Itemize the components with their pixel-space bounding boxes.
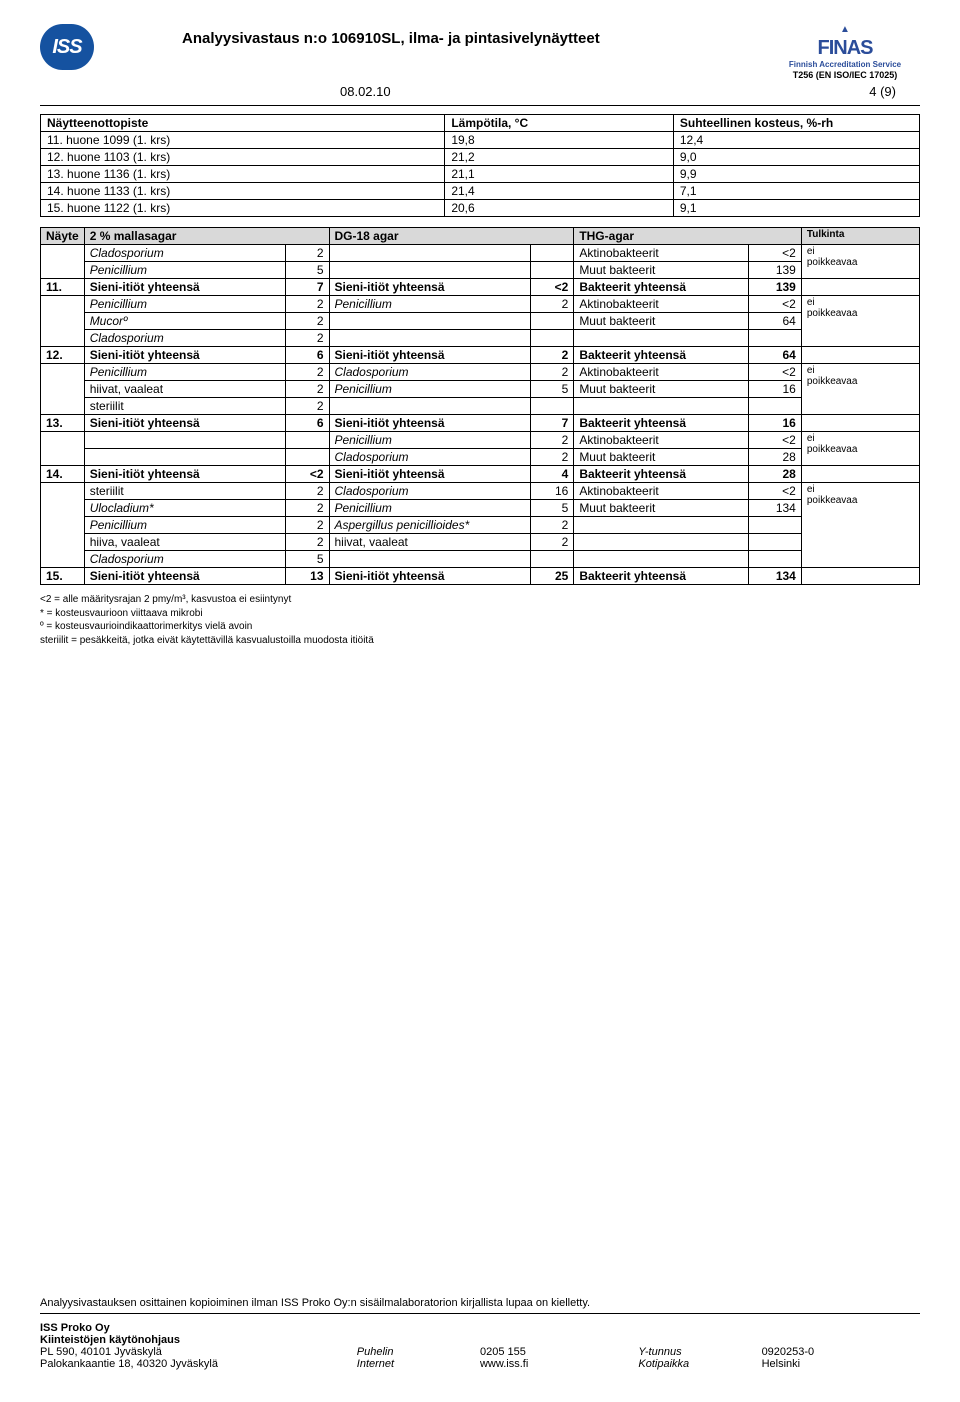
footer-internet-label: Internet: [357, 1358, 480, 1370]
conditions-row: 14. huone 1133 (1. krs)21,47,1: [41, 183, 920, 200]
note-line: steriilit = pesäkkeitä, jotka eivät käyt…: [40, 634, 920, 648]
note-line: * = kosteusvaurioon viittaava mikrobi: [40, 607, 920, 621]
footer-phone: 0205 155: [480, 1346, 638, 1358]
note-line: <2 = alle määritysrajan 2 pmy/m³, kasvus…: [40, 593, 920, 607]
col-site: Näytteenottopiste: [41, 115, 445, 132]
species-row: hiivat, vaaleat 2 Penicillium 5 Muut bak…: [41, 381, 920, 398]
species-total-row: 14. Sieni-itiöt yhteensä <2 Sieni-itiöt …: [41, 466, 920, 483]
conditions-row: 13. huone 1136 (1. krs)21,19,9: [41, 166, 920, 183]
footer-unit: Kiinteistöjen käytönohjaus: [40, 1334, 920, 1346]
finas-mark-icon: ▲: [770, 24, 920, 36]
footer-kotipaikka: Helsinki: [762, 1358, 920, 1370]
iss-logo: ISS: [40, 24, 94, 70]
footer-addr2: Palokankaantie 18, 40320 Jyväskylä: [40, 1358, 357, 1370]
header: ISS Analyysivastaus n:o 106910SL, ilma- …: [40, 24, 920, 80]
col-tulkinta: Tulkinta: [801, 228, 919, 245]
species-total-row: 13. Sieni-itiöt yhteensä 6 Sieni-itiöt y…: [41, 415, 920, 432]
species-row: Penicillium 2 Aspergillus penicillioides…: [41, 517, 920, 534]
footer-rule: [40, 1313, 920, 1314]
col-num: Näyte: [41, 228, 85, 245]
species-total-row: 11. Sieni-itiöt yhteensä 7 Sieni-itiöt y…: [41, 279, 920, 296]
col-dg18: DG-18 agar: [329, 228, 574, 245]
conditions-row: 12. huone 1103 (1. krs)21,29,0: [41, 149, 920, 166]
col-mallasagar: 2 % mallasagar: [84, 228, 329, 245]
finas-code: T256 (EN ISO/IEC 17025): [770, 70, 920, 81]
species-row: Cladosporium 2 Aktinobakteerit <2 ei poi…: [41, 245, 920, 262]
species-row: Mucorº 2 Muut bakteerit 64: [41, 313, 920, 330]
footer-phone-label: Puhelin: [357, 1346, 480, 1358]
col-temp: Lämpötila, °C: [445, 115, 674, 132]
finas-word: FINAS: [770, 36, 920, 60]
date-row: 08.02.10 4 (9): [40, 84, 920, 103]
conditions-row: 15. huone 1122 (1. krs)20,69,1: [41, 200, 920, 217]
footer-internet: www.iss.fi: [480, 1358, 638, 1370]
header-rule: [40, 105, 920, 106]
species-row: Cladosporium 5: [41, 551, 920, 568]
footer-addr1: PL 590, 40101 Jyväskylä: [40, 1346, 357, 1358]
species-row: Penicillium 2 Aktinobakteerit <2 ei poik…: [41, 432, 920, 449]
species-row: Ulocladium* 2 Penicillium 5 Muut bakteer…: [41, 500, 920, 517]
species-total-row: 15. Sieni-itiöt yhteensä 13 Sieni-itiöt …: [41, 568, 920, 585]
note-line: º = kosteusvaurioindikaattorimerkitys vi…: [40, 620, 920, 634]
page-title: Analyysivastaus n:o 106910SL, ilma- ja p…: [94, 24, 770, 47]
species-row: hiiva, vaaleat 2 hiivat, vaaleat 2: [41, 534, 920, 551]
species-row: steriilit 2: [41, 398, 920, 415]
footer: Analyysivastauksen osittainen kopioimine…: [40, 1297, 920, 1370]
conditions-table: Näytteenottopiste Lämpötila, °C Suhteell…: [40, 114, 920, 217]
footer-ytunnus-label: Y-tunnus: [638, 1346, 761, 1358]
report-date: 08.02.10: [340, 84, 391, 99]
species-table: Näyte 2 % mallasagar DG-18 agar THG-agar…: [40, 227, 920, 585]
species-row: Penicillium 5 Muut bakteerit 139: [41, 262, 920, 279]
finas-logo: ▲ FINAS Finnish Accreditation Service T2…: [770, 24, 920, 80]
footer-company: ISS Proko Oy: [40, 1322, 920, 1334]
conditions-header-row: Näytteenottopiste Lämpötila, °C Suhteell…: [41, 115, 920, 132]
footer-disclaimer: Analyysivastauksen osittainen kopioimine…: [40, 1297, 920, 1309]
conditions-row: 11. huone 1099 (1. krs)19,812,4: [41, 132, 920, 149]
species-header-row: Näyte 2 % mallasagar DG-18 agar THG-agar…: [41, 228, 920, 245]
species-row: Penicillium 2 Cladosporium 2 Aktinobakte…: [41, 364, 920, 381]
col-thg: THG-agar: [574, 228, 802, 245]
species-total-row: 12. Sieni-itiöt yhteensä 6 Sieni-itiöt y…: [41, 347, 920, 364]
notes: <2 = alle määritysrajan 2 pmy/m³, kasvus…: [40, 593, 920, 647]
page-number: 4 (9): [869, 84, 916, 99]
finas-subtitle: Finnish Accreditation Service: [770, 60, 920, 70]
col-rh: Suhteellinen kosteus, %-rh: [673, 115, 919, 132]
species-row: Penicillium 2 Penicillium 2 Aktinobaktee…: [41, 296, 920, 313]
page: ISS Analyysivastaus n:o 106910SL, ilma- …: [0, 0, 960, 1402]
species-row: Cladosporium 2: [41, 330, 920, 347]
species-row: steriilit 2 Cladosporium 16 Aktinobaktee…: [41, 483, 920, 500]
species-row: Cladosporium 2 Muut bakteerit 28: [41, 449, 920, 466]
footer-kotipaikka-label: Kotipaikka: [638, 1358, 761, 1370]
footer-grid: PL 590, 40101 Jyväskylä Puhelin 0205 155…: [40, 1346, 920, 1370]
footer-ytunnus: 0920253-0: [762, 1346, 920, 1358]
